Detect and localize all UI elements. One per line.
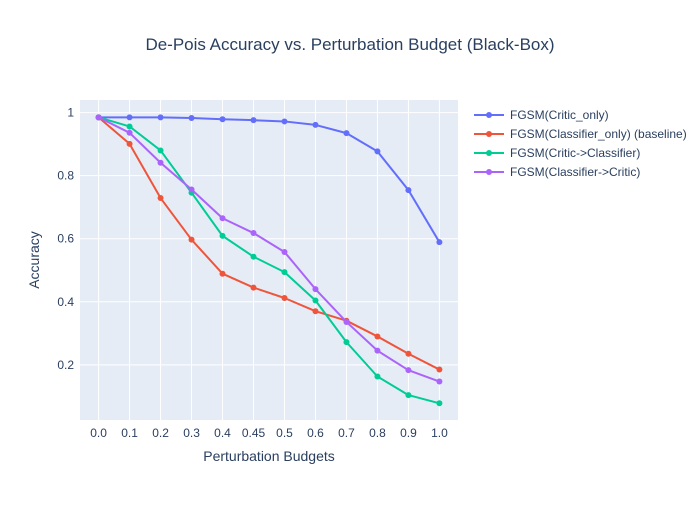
legend-item: FGSM(Classifier_only) (baseline) [474,127,687,141]
data-point [188,236,195,243]
data-point [219,232,226,239]
x-axis-label: Perturbation Budgets [203,448,335,464]
data-point [405,187,412,194]
data-point [250,284,257,291]
legend-swatch-marker [486,131,492,137]
series-4 [95,114,443,385]
data-point [374,347,381,354]
x-tick-label: 0.9 [400,426,417,440]
data-point [157,159,164,166]
data-point [436,366,443,373]
x-tick-label: 0.0 [90,426,107,440]
legend-label: FGSM(Critic_only) [510,108,609,122]
legend-item: FGSM(Critic_only) [474,108,609,122]
data-point [312,121,319,128]
data-point [374,373,381,380]
plot-area [80,100,458,420]
x-tick-label: 0.3 [183,426,200,440]
legend-swatch-marker [486,169,492,175]
data-point [343,130,350,137]
data-point [343,318,350,325]
data-point [219,116,226,123]
x-tick-label: 0.1 [121,426,138,440]
data-point [436,239,443,246]
y-tick-label: 0.2 [57,358,74,372]
x-tick-label: 0.5 [276,426,293,440]
legend-item: FGSM(Classifier->Critic) [474,165,640,179]
data-point [219,215,226,222]
x-tick-label: 0.4 [214,426,231,440]
series-line [98,116,440,405]
data-point [436,400,443,407]
data-point [281,248,288,255]
x-tick-label: 0.2 [152,426,169,440]
data-point [126,123,133,130]
data-point [250,117,257,124]
legend-label: FGSM(Classifier->Critic) [510,165,640,179]
data-point [157,195,164,202]
data-point [95,114,102,121]
data-point [405,367,412,374]
legend: FGSM(Critic_only) FGSM(Classifier_only) (… [474,108,687,179]
series-1 [95,114,443,246]
data-point [126,140,133,147]
y-tick-label: 0.4 [57,295,74,309]
data-point [312,297,319,304]
x-tick-label: 0.8 [369,426,386,440]
x-tick-label: 0.6 [307,426,324,440]
data-point [281,118,288,125]
data-point [374,333,381,340]
legend-label: FGSM(Classifier_only) (baseline) [510,127,687,141]
data-point [312,286,319,293]
series-line [97,116,440,371]
x-tick-label: 0.7 [338,426,355,440]
data-point [126,114,133,121]
data-point [219,270,226,277]
y-axis-label: Accuracy [26,231,42,289]
y-tick-label: 1 [67,106,74,120]
series-2 [95,114,443,373]
legend-swatch-marker [486,150,492,156]
data-point [157,114,164,121]
axes: 0.0 0.1 0.2 0.3 0.4 0.45 0.5 0.6 0.7 0.8 0.9 1.0 0.2… [57,106,448,440]
data-point [250,253,257,260]
y-tick-label: 0.6 [57,232,74,246]
data-point [405,392,412,399]
data-point [188,186,195,193]
data-point [250,230,257,237]
legend-item: FGSM(Critic->Classifier) [474,146,640,160]
data-point [281,269,288,276]
series-line [98,116,441,243]
data-point [157,147,164,154]
chart-title: De-Pois Accuracy vs. Perturbation Budget… [145,35,554,54]
x-tick-label: 1.0 [431,426,448,440]
x-tick-label: 0.45 [242,426,266,440]
data-point [374,148,381,155]
data-point [126,129,133,136]
data-point [343,339,350,346]
data-point [312,308,319,315]
legend-swatch-marker [486,112,492,118]
series-line [98,116,440,383]
grid-lines [80,100,458,420]
series-layer [95,114,443,407]
data-point [281,294,288,301]
data-point [436,378,443,385]
y-tick-label: 0.8 [57,169,74,183]
data-point [188,114,195,121]
legend-label: FGSM(Critic->Classifier) [510,146,640,160]
data-point [405,350,412,357]
